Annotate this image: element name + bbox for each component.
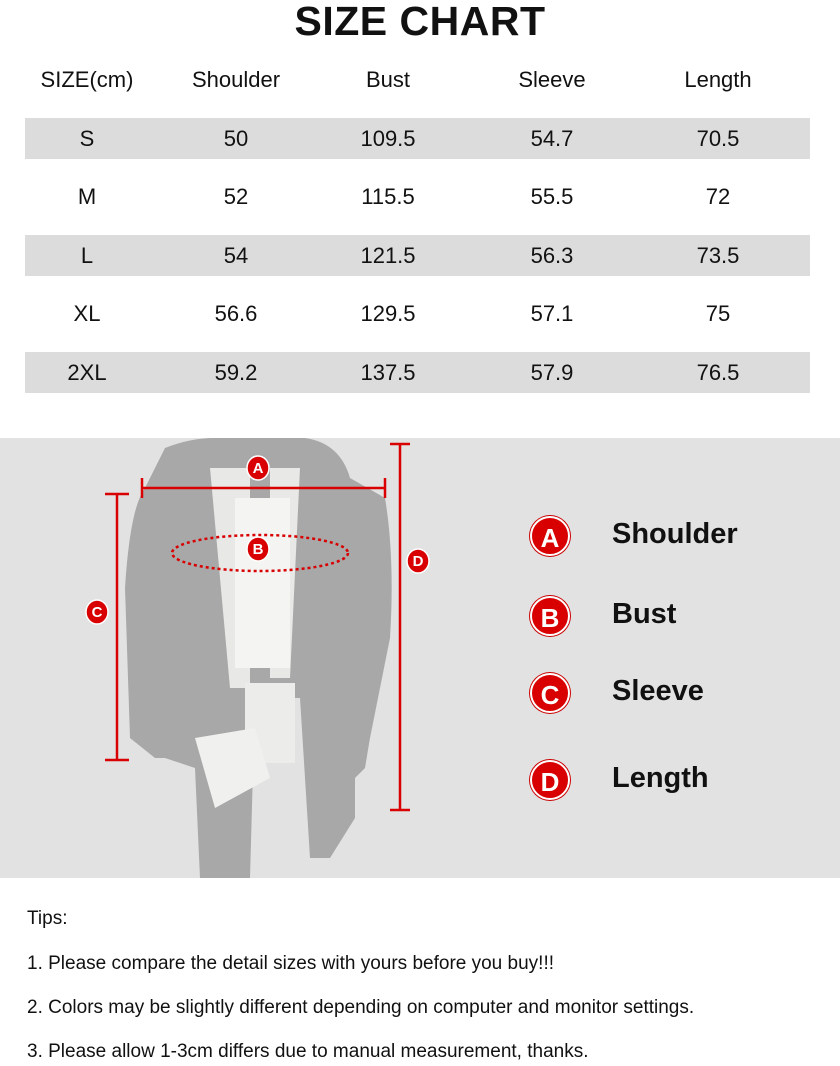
table-cell: 109.5 xyxy=(360,126,416,151)
table-cell: 59.2 xyxy=(214,360,258,385)
table-cell: 121.5 xyxy=(360,243,416,268)
table-cell: L xyxy=(80,243,94,268)
table-cell: 54.7 xyxy=(530,126,574,151)
measurement-lines xyxy=(105,442,410,812)
header-cell: Length xyxy=(684,67,752,92)
table-cell: 75 xyxy=(705,301,731,326)
header-cell: Sleeve xyxy=(518,67,586,92)
table-cell: 56.3 xyxy=(530,243,574,268)
table-row: 2XL 59.2 137.5 57.9 76.5 xyxy=(25,352,810,393)
hoodie-figure: A B C D xyxy=(85,438,430,878)
badge-b: B xyxy=(530,596,570,636)
table-cell: 57.9 xyxy=(530,360,574,385)
badge-a: A xyxy=(530,516,570,556)
legend-label: Length xyxy=(612,762,709,794)
table-cell: 54 xyxy=(223,243,249,268)
clutch-bag xyxy=(195,728,270,808)
table-cell: 50 xyxy=(223,126,249,151)
table-cell: 72 xyxy=(705,184,731,209)
table-cell: 57.1 xyxy=(530,301,574,326)
marker-a: A xyxy=(253,460,264,477)
table-cell: 55.5 xyxy=(530,184,574,209)
badge-c: C xyxy=(530,673,570,713)
badge-d: D xyxy=(530,760,570,800)
legend-label: Shoulder xyxy=(612,518,738,550)
tips-heading: Tips: xyxy=(27,908,68,929)
table-header-row: SIZE(cm) Shoulder Bust Sleeve Length xyxy=(25,59,810,100)
tip-item: 2. Colors may be slightly different depe… xyxy=(27,997,695,1018)
table-cell: 70.5 xyxy=(696,126,740,151)
table-cell: XL xyxy=(73,301,101,326)
table-cell: 2XL xyxy=(67,360,107,385)
legend-label: Bust xyxy=(612,598,677,630)
header-cell: SIZE(cm) xyxy=(40,67,134,92)
inner-top xyxy=(235,498,290,668)
table-cell: 137.5 xyxy=(360,360,416,385)
tip-item: 3. Please allow 1-3cm differs due to man… xyxy=(27,1041,589,1062)
table-cell: 115.5 xyxy=(361,184,415,209)
table-row: M 52 115.5 55.5 72 xyxy=(25,176,810,217)
table-cell: 129.5 xyxy=(360,301,416,326)
table-cell: 73.5 xyxy=(696,243,740,268)
marker-d: D xyxy=(413,553,424,570)
header-cell: Shoulder xyxy=(191,67,281,92)
table-cell: 76.5 xyxy=(696,360,740,385)
table-cell: 52 xyxy=(223,184,249,209)
marker-badges xyxy=(85,455,430,625)
marker-b: B xyxy=(253,541,264,558)
measurement-diagram: A B C D A Shoulder B Bust C Sleeve D Len… xyxy=(0,438,840,878)
table-row: XL 56.6 129.5 57.1 75 xyxy=(25,293,810,334)
table-row: S 50 109.5 54.7 70.5 xyxy=(25,118,810,159)
page-title: SIZE CHART xyxy=(294,0,546,44)
table-row: L 54 121.5 56.3 73.5 xyxy=(25,235,810,276)
marker-c: C xyxy=(92,604,103,621)
header-cell: Bust xyxy=(365,67,411,92)
table-cell: S xyxy=(79,126,95,151)
table-cell: M xyxy=(77,184,97,209)
legend-label: Sleeve xyxy=(612,675,704,707)
table-cell: 56.6 xyxy=(214,301,258,326)
tip-item: 1. Please compare the detail sizes with … xyxy=(27,953,554,974)
